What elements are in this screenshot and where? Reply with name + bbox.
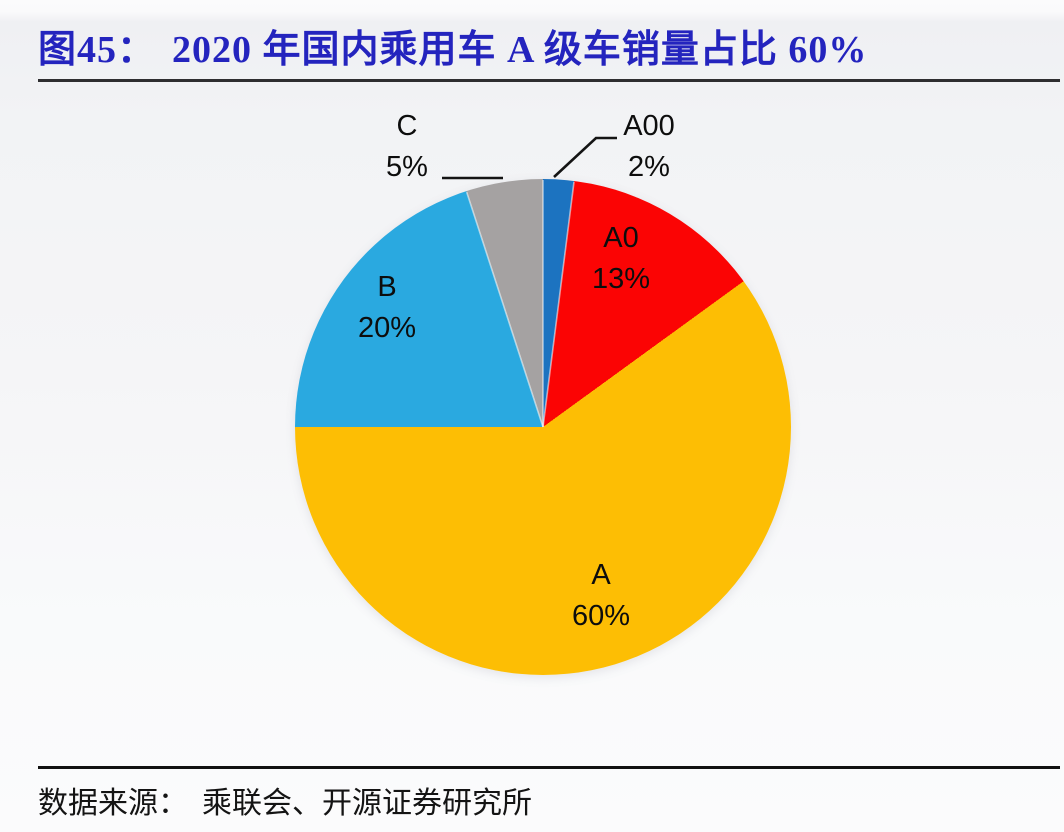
slice-percent: 20% [357, 312, 417, 344]
slice-label-c: C 5% [332, 106, 482, 188]
slice-label-a: A 60% [526, 555, 676, 637]
slice-percent: 5% [386, 151, 428, 183]
figure-title: 图45： 2020 年国内乘用车 A 级车销量占比 60% [38, 18, 867, 73]
slice-label-a00: A00 2% [574, 106, 724, 188]
data-source: 数据来源： 乘联会、开源证券研究所 [38, 778, 532, 822]
slice-label-a0: A0 13% [546, 218, 696, 300]
slice-name: A0 [603, 222, 639, 254]
slice-name: A [591, 559, 611, 591]
slice-percent: 13% [591, 263, 651, 295]
footer-separator [38, 766, 1060, 769]
slice-name: A00 [623, 110, 675, 142]
slice-name: C [396, 110, 418, 142]
slice-name: B [377, 271, 397, 303]
title-underline [38, 79, 1060, 82]
slice-percent: 2% [628, 151, 670, 183]
slice-label-b: B 20% [312, 267, 462, 349]
data-source-text: 乘联会、开源证券研究所 [202, 787, 532, 820]
figure-title-text: 2020 年国内乘用车 A 级车销量占比 60% [172, 29, 868, 71]
data-source-label: 数据来源： [38, 787, 188, 820]
slice-percent: 60% [571, 600, 631, 632]
figure-number: 图45： [38, 29, 157, 71]
